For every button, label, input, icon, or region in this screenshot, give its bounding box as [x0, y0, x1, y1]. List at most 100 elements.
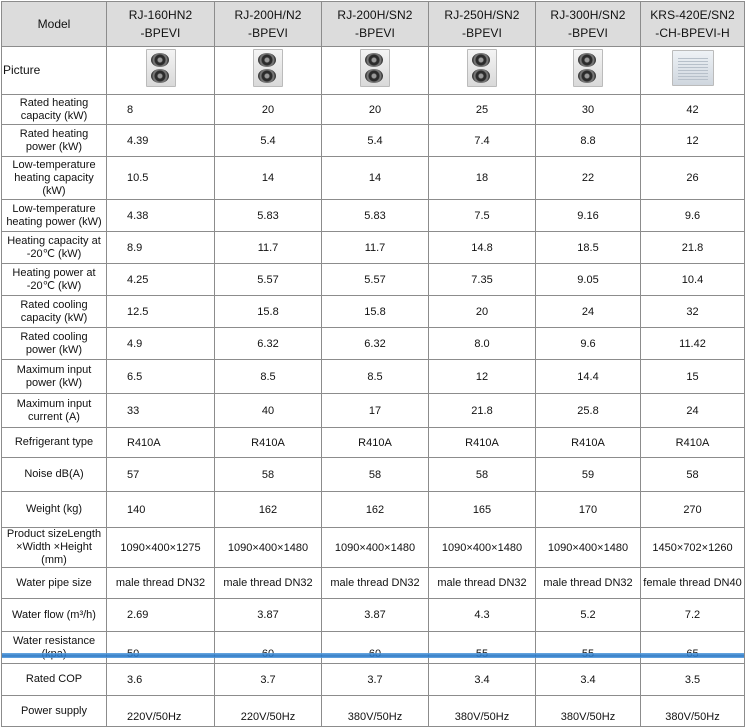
cell-value: 1090×400×1275	[106, 527, 215, 568]
row-label: Refrigerant type	[1, 427, 107, 458]
cell-value: 8.5	[321, 359, 429, 394]
cell-value: 6.32	[321, 327, 429, 360]
cell-value: 5.4	[321, 124, 429, 157]
picture-label: Picture	[1, 46, 107, 95]
cell-value: 5.83	[214, 199, 322, 232]
cell-value: 65	[640, 631, 745, 664]
picture-row: Picture	[1, 46, 745, 95]
cell-value: 58	[321, 457, 429, 492]
table-row: Heating power at -20℃ (kW) 4.25 5.57 5.57 7.…	[1, 263, 745, 296]
cell-value: 7.35	[428, 263, 536, 296]
cell-value: 2.69	[106, 598, 215, 632]
cell-value: 50	[106, 631, 215, 664]
cell-value: 3.5	[640, 663, 745, 696]
cell-value: 55	[428, 631, 536, 664]
cell-value: female thread DN40	[640, 567, 745, 599]
row-label: Product sizeLength ×Width ×Height (mm)	[1, 527, 107, 568]
cell-value: male thread DN32	[214, 567, 322, 599]
cell-value: R410A	[106, 427, 215, 458]
row-label: Heating capacity at -20℃ (kW)	[1, 231, 107, 264]
cell-value: R410A	[640, 427, 745, 458]
cell-value: 1090×400×1480	[428, 527, 536, 568]
cell-value: 59	[535, 457, 641, 492]
table-row: Water pipe size male thread DN32 male thre…	[1, 567, 745, 599]
cell-value: 58	[640, 457, 745, 492]
cell-value: 8.8	[535, 124, 641, 157]
cell-value: 60	[321, 631, 429, 664]
cell-value: 3.7	[321, 663, 429, 696]
cell-value: male thread DN32	[321, 567, 429, 599]
cell-value: 24	[640, 393, 745, 428]
outdoor-unit-icon	[145, 49, 176, 87]
cell-value: 380V/50Hz	[535, 695, 641, 727]
cell-value: 21.8	[640, 231, 745, 264]
cell-value: 33	[106, 393, 215, 428]
cell-value: 15.8	[214, 295, 322, 328]
cell-value: 4.39	[106, 124, 215, 157]
cell-value: 20	[428, 295, 536, 328]
cell-value: 32	[640, 295, 745, 328]
cell-value: 58	[214, 457, 322, 492]
row-label: Rated cooling power (kW)	[1, 327, 107, 360]
cell-value: 162	[321, 491, 429, 528]
cell-value: 9.6	[640, 199, 745, 232]
cell-value: 4.25	[106, 263, 215, 296]
picture-cell	[428, 46, 536, 95]
cell-value: 55	[535, 631, 641, 664]
cell-value: 7.5	[428, 199, 536, 232]
row-label: Weight (kg)	[1, 491, 107, 528]
cell-value: 57	[106, 457, 215, 492]
cell-value: 6.5	[106, 359, 215, 394]
cell-value: 7.2	[640, 598, 745, 632]
cell-value: 42	[640, 94, 745, 125]
cell-value: 3.4	[428, 663, 536, 696]
cell-value: 5.57	[321, 263, 429, 296]
row-label: Water flow (m³/h)	[1, 598, 107, 632]
row-label: Heating power at -20℃ (kW)	[1, 263, 107, 296]
cell-value: 1090×400×1480	[535, 527, 641, 568]
cell-value: 58	[428, 457, 536, 492]
model-header-5: RJ-300H/SN2 -BPEVI	[535, 1, 641, 47]
cell-value: 15	[640, 359, 745, 394]
cell-value: 25	[428, 94, 536, 125]
cell-value: 8.0	[428, 327, 536, 360]
row-label: Rated COP	[1, 663, 107, 696]
cell-value: 9.6	[535, 327, 641, 360]
row-label: Rated cooling capacity (kW)	[1, 295, 107, 328]
cell-value: 12	[640, 124, 745, 157]
model-header-1: RJ-160HN2 -BPEVI	[106, 1, 215, 47]
table-row: Product sizeLength ×Width ×Height (mm) 10…	[1, 527, 745, 568]
outdoor-unit-icon	[253, 49, 283, 87]
header-row: Model RJ-160HN2 -BPEVI RJ-200H/N2 -BPEVI R…	[1, 1, 745, 47]
cell-value: 12	[428, 359, 536, 394]
cell-value: R410A	[535, 427, 641, 458]
model-name-line: KRS-420E/SN2	[650, 8, 735, 22]
model-name-line: -BPEVI	[568, 26, 608, 40]
cell-value: 5.4	[214, 124, 322, 157]
cell-value: 4.3	[428, 598, 536, 632]
cell-value: 170	[535, 491, 641, 528]
model-name-line: -BPEVI	[462, 26, 502, 40]
table-row: Rated heating capacity (kW) 8 20 20 25 30 42	[1, 94, 745, 125]
row-label: Power supply	[1, 695, 107, 727]
cell-value: 26	[640, 156, 745, 200]
row-label: Noise dB(A)	[1, 457, 107, 492]
cell-value: male thread DN32	[106, 567, 215, 599]
cell-value: 11.42	[640, 327, 745, 360]
cell-value: 11.7	[214, 231, 322, 264]
cell-value: male thread DN32	[428, 567, 536, 599]
cell-value: R410A	[214, 427, 322, 458]
model-name-line: RJ-160HN2	[128, 8, 193, 22]
cell-value: 165	[428, 491, 536, 528]
picture-cell	[214, 46, 322, 95]
cell-value: 220V/50Hz	[214, 695, 322, 727]
cell-value: 30	[535, 94, 641, 125]
model-header-3: RJ-200H/SN2 -BPEVI	[321, 1, 429, 47]
cell-value: 11.7	[321, 231, 429, 264]
cell-value: 380V/50Hz	[321, 695, 429, 727]
model-header-2: RJ-200H/N2 -BPEVI	[214, 1, 322, 47]
cell-value: 1090×400×1480	[214, 527, 322, 568]
cell-value: 4.9	[106, 327, 215, 360]
picture-cell	[535, 46, 641, 95]
